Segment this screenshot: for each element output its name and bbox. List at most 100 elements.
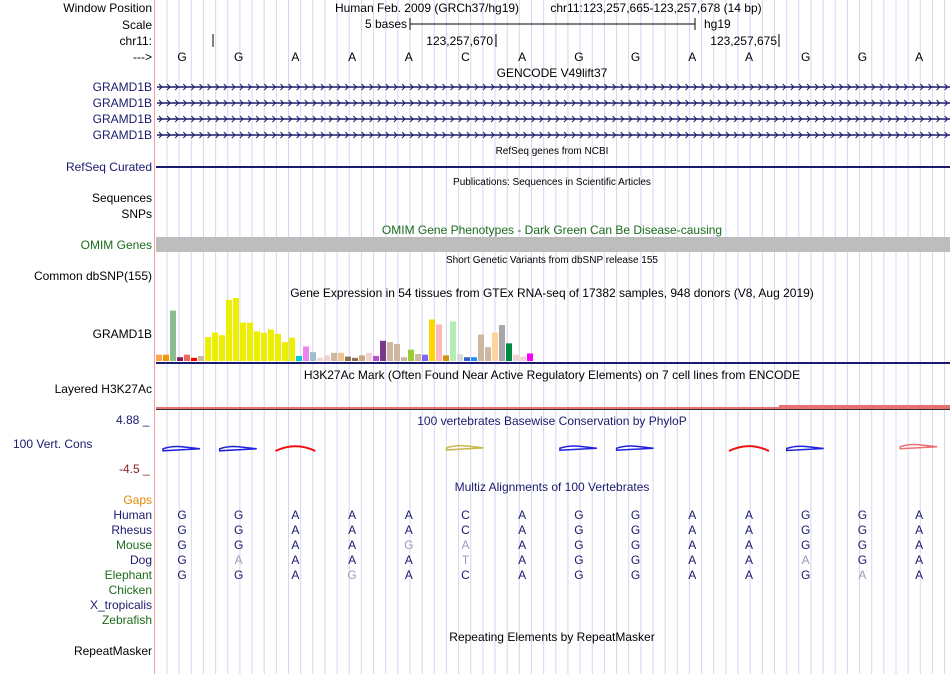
gene-label[interactable]: GRAMD1B bbox=[92, 112, 152, 126]
gtex-bar[interactable] bbox=[317, 357, 323, 361]
h3k27ac-label[interactable]: Layered H3K27Ac bbox=[54, 382, 152, 396]
gene-label[interactable]: GRAMD1B bbox=[92, 128, 152, 142]
strand-arrow bbox=[871, 99, 876, 107]
gtex-bar[interactable] bbox=[513, 354, 519, 361]
omim-label[interactable]: OMIM Genes bbox=[80, 238, 152, 252]
species-label[interactable]: Mouse bbox=[115, 538, 152, 552]
gtex-bar[interactable] bbox=[415, 354, 421, 361]
gtex-bar[interactable] bbox=[156, 354, 162, 361]
gtex-bar[interactable] bbox=[296, 355, 302, 361]
species-label[interactable]: Elephant bbox=[104, 568, 152, 582]
species-label[interactable]: Zebrafish bbox=[101, 613, 152, 627]
h3k27ac-signal-peak[interactable] bbox=[779, 405, 950, 407]
gtex-bar[interactable] bbox=[226, 299, 232, 361]
gaps-label[interactable]: Gaps bbox=[123, 493, 152, 507]
gtex-bar[interactable] bbox=[520, 356, 526, 361]
phylop-plot[interactable] bbox=[155, 430, 950, 470]
gtex-bar[interactable] bbox=[422, 354, 428, 361]
phylop-title: 100 vertebrates Basewise Conservation by… bbox=[417, 414, 687, 428]
gtex-bar[interactable] bbox=[499, 325, 505, 361]
repeatmasker-label[interactable]: RepeatMasker bbox=[73, 644, 152, 658]
gtex-bar[interactable] bbox=[338, 352, 344, 361]
publications-label[interactable]: Sequences bbox=[91, 191, 152, 205]
gtex-bar[interactable] bbox=[492, 332, 498, 361]
species-label[interactable]: Chicken bbox=[108, 583, 152, 597]
gencode-gene-lines[interactable] bbox=[155, 80, 950, 150]
phylop-label[interactable]: 100 Vert. Cons bbox=[13, 437, 93, 451]
strand-arrow bbox=[758, 99, 763, 107]
gtex-bar[interactable] bbox=[359, 355, 365, 361]
gtex-bar[interactable] bbox=[443, 355, 449, 361]
gtex-bar[interactable] bbox=[401, 357, 407, 361]
gtex-bar[interactable] bbox=[408, 349, 414, 361]
gene-label[interactable]: GRAMD1B bbox=[92, 96, 152, 110]
alignment-base: A bbox=[744, 508, 754, 522]
h3k27ac-signal[interactable] bbox=[156, 407, 950, 410]
strand-arrow bbox=[280, 115, 285, 123]
gtex-bar[interactable] bbox=[352, 357, 358, 361]
strand-arrow bbox=[353, 115, 358, 123]
gtex-bar[interactable] bbox=[527, 353, 533, 361]
gtex-bar[interactable] bbox=[471, 357, 477, 361]
gtex-bar[interactable] bbox=[261, 332, 267, 361]
gtex-bar[interactable] bbox=[345, 356, 351, 361]
alignment-base: G bbox=[177, 538, 187, 552]
species-label[interactable]: X_tropicalis bbox=[89, 598, 152, 612]
gtex-bar[interactable] bbox=[303, 346, 309, 361]
strand-arrow bbox=[547, 115, 552, 123]
strand-arrow bbox=[450, 99, 455, 107]
gtex-bar[interactable] bbox=[170, 310, 176, 361]
strand-arrow bbox=[571, 99, 576, 107]
gtex-bar[interactable] bbox=[198, 355, 204, 361]
gtex-bar[interactable] bbox=[275, 333, 281, 361]
gtex-bar[interactable] bbox=[240, 322, 246, 361]
gtex-bar[interactable] bbox=[485, 347, 491, 361]
species-label[interactable]: Dog bbox=[129, 553, 152, 567]
gtex-label[interactable]: GRAMD1B bbox=[92, 327, 152, 341]
gtex-bar[interactable] bbox=[247, 322, 253, 361]
species-label[interactable]: Rhesus bbox=[111, 523, 152, 537]
refseq-gene-line[interactable] bbox=[156, 166, 950, 168]
gtex-bar[interactable] bbox=[184, 354, 190, 361]
gtex-bar[interactable] bbox=[373, 355, 379, 361]
gtex-bar[interactable] bbox=[219, 335, 225, 361]
gtex-bar[interactable] bbox=[254, 331, 260, 361]
gtex-bar[interactable] bbox=[191, 357, 197, 361]
refseq-label[interactable]: RefSeq Curated bbox=[65, 160, 152, 174]
gtex-bar[interactable] bbox=[212, 332, 218, 361]
species-label[interactable]: Human bbox=[113, 508, 152, 522]
gtex-bar-chart[interactable] bbox=[155, 296, 950, 364]
gtex-bar[interactable] bbox=[394, 343, 400, 361]
gtex-bar[interactable] bbox=[177, 357, 183, 361]
gtex-bar[interactable] bbox=[268, 329, 274, 362]
gtex-bar[interactable] bbox=[205, 337, 211, 361]
gtex-bar[interactable] bbox=[436, 324, 442, 361]
gene-label[interactable]: GRAMD1B bbox=[92, 80, 152, 94]
gtex-bar[interactable] bbox=[282, 342, 288, 361]
strand-arrow bbox=[636, 131, 641, 139]
gtex-bar[interactable] bbox=[366, 352, 372, 361]
gtex-bar[interactable] bbox=[289, 337, 295, 361]
gtex-bar[interactable] bbox=[331, 352, 337, 361]
gtex-bar[interactable] bbox=[324, 355, 330, 361]
strand-arrow bbox=[498, 83, 503, 91]
gtex-bar[interactable] bbox=[506, 343, 512, 361]
strand-arrow bbox=[928, 83, 933, 91]
gtex-bar[interactable] bbox=[163, 354, 169, 361]
gtex-bar[interactable] bbox=[310, 352, 316, 361]
omim-gene-bar[interactable] bbox=[156, 237, 950, 252]
gtex-bar[interactable] bbox=[233, 298, 239, 361]
gtex-bar[interactable] bbox=[450, 321, 456, 361]
dbsnp-label[interactable]: Common dbSNP(155) bbox=[33, 269, 152, 283]
gtex-bar[interactable] bbox=[478, 334, 484, 361]
gtex-bar[interactable] bbox=[457, 354, 463, 361]
alignment-base: G bbox=[801, 538, 811, 552]
strand-arrow bbox=[814, 115, 819, 123]
gtex-bar[interactable] bbox=[380, 340, 386, 361]
gtex-bar[interactable] bbox=[429, 319, 435, 361]
strand-arrow bbox=[701, 115, 706, 123]
publications-label-2[interactable]: SNPs bbox=[121, 207, 152, 221]
gtex-bar[interactable] bbox=[387, 342, 393, 361]
gtex-bar[interactable] bbox=[464, 357, 470, 361]
strand-arrow bbox=[782, 131, 787, 139]
